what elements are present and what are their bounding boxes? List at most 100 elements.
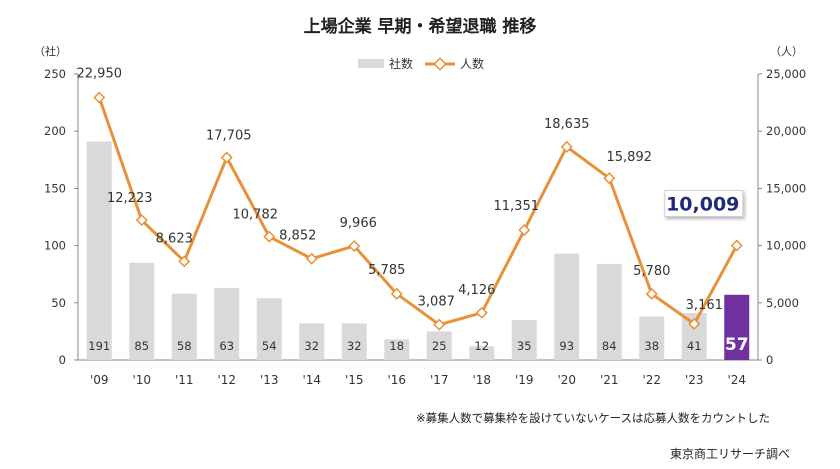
bar-value-label: 41 xyxy=(687,339,702,353)
legend-line-label: 人数 xyxy=(460,56,484,71)
line-marker xyxy=(603,172,616,185)
x-tick-label: '11 xyxy=(175,373,194,387)
line-marker xyxy=(730,239,743,252)
x-tick-label: '20 xyxy=(557,373,576,387)
bar-value-label: 84 xyxy=(602,339,617,353)
bar-value-label: 18 xyxy=(389,339,404,353)
bar-value-label: 58 xyxy=(177,339,192,353)
line-value-label: 4,126 xyxy=(458,283,495,298)
right-tick-label: 15,000 xyxy=(766,181,806,195)
x-tick-label: '15 xyxy=(345,373,364,387)
line-marker xyxy=(645,287,658,300)
bar xyxy=(724,294,750,360)
line-marker xyxy=(348,239,361,252)
line-marker xyxy=(178,255,191,268)
right-tick-label: 10,000 xyxy=(766,239,806,253)
bar-value-label: 57 xyxy=(725,335,749,355)
x-tick-label: '09 xyxy=(90,373,109,387)
bar-value-label: 32 xyxy=(304,339,319,353)
left-tick-label: 150 xyxy=(44,181,66,195)
line-value-label: 5,785 xyxy=(368,263,405,278)
line-marker xyxy=(305,252,318,265)
line-value-label: 8,852 xyxy=(279,229,316,244)
line-value-label: 22,950 xyxy=(77,66,123,81)
line-value-label: 15,892 xyxy=(607,150,653,165)
line-path xyxy=(97,96,739,327)
chart-title: 上場企業 早期・希望退職 推移 xyxy=(304,16,537,37)
right-axis-unit: （人） xyxy=(770,45,803,58)
bar xyxy=(384,339,410,360)
bar xyxy=(469,346,495,360)
bar xyxy=(554,253,580,360)
highlight-box xyxy=(664,189,744,217)
x-tick-label: '19 xyxy=(515,373,534,387)
bar-value-label: 54 xyxy=(262,339,277,353)
line-value-label: 3,087 xyxy=(418,295,455,310)
bar xyxy=(596,263,622,360)
line-value-label: 10,009 xyxy=(666,193,739,215)
bar xyxy=(299,323,325,360)
x-tick-label: '10 xyxy=(132,373,151,387)
left-tick-label: 50 xyxy=(51,296,66,310)
bar xyxy=(214,287,240,360)
line-value-label: 12,223 xyxy=(107,191,153,206)
bar-value-label: 12 xyxy=(474,339,489,353)
line-marker xyxy=(263,230,276,243)
line-marker xyxy=(390,287,403,300)
line-marker xyxy=(93,91,106,104)
line-value-label: 11,351 xyxy=(494,199,540,214)
right-axis: 0 5,000 10,000 15,000 20,000 25,000 xyxy=(757,67,806,367)
line-marker xyxy=(433,318,446,331)
x-tick-label: '21 xyxy=(600,373,619,387)
x-tick-label: '16 xyxy=(387,373,406,387)
line-value-label: 8,623 xyxy=(156,231,193,246)
left-axis-unit: （社） xyxy=(34,44,67,58)
left-tick-label: 250 xyxy=(44,67,66,81)
x-tick-label: '18 xyxy=(472,373,491,387)
legend-bar-label: 社数 xyxy=(389,56,413,71)
x-tick-label: '23 xyxy=(685,373,704,387)
left-tick-label: 0 xyxy=(59,353,66,367)
line-value-label: 5,780 xyxy=(633,264,670,279)
line-marker xyxy=(688,317,701,330)
bar-value-label: 35 xyxy=(517,339,532,353)
x-tick-label: '12 xyxy=(217,373,236,387)
bar-value-label: 25 xyxy=(432,339,447,353)
bar-value-label: 63 xyxy=(219,339,234,353)
line-value-label: 10,782 xyxy=(233,208,279,223)
right-tick-label: 0 xyxy=(766,353,773,367)
right-tick-label: 20,000 xyxy=(766,124,806,138)
legend: 社数 人数 xyxy=(358,56,484,71)
bar-value-label: 93 xyxy=(559,339,574,353)
line-value-label: 3,161 xyxy=(686,298,723,313)
legend-line-marker xyxy=(433,57,447,71)
x-axis: '09 '10 '11 '12 '13 '14 '15 '16 '17 '18 '19 '20 '21 '… xyxy=(90,373,746,387)
line-value-label: 18,635 xyxy=(544,117,590,132)
right-tick-label: 25,000 xyxy=(766,67,806,81)
x-tick-label: '13 xyxy=(260,373,279,387)
line-marker xyxy=(518,224,531,237)
footnote: ※募集人数で募集枠を設けていないケースは応募人数をカウントした xyxy=(416,411,770,425)
source-credit: 東京商工リサーチ調べ xyxy=(670,446,790,461)
x-tick-label: '24 xyxy=(727,373,746,387)
line-value-label: 17,705 xyxy=(206,128,252,143)
bar xyxy=(171,293,197,360)
bar xyxy=(86,141,112,360)
line-marker xyxy=(475,306,488,319)
x-tick-label: '14 xyxy=(302,373,321,387)
bar-value-label: 38 xyxy=(644,339,659,353)
line-value-label: 9,966 xyxy=(340,216,377,231)
bar xyxy=(639,316,665,360)
bar-value-label: 32 xyxy=(347,339,362,353)
bar xyxy=(511,319,537,360)
legend-bar-swatch xyxy=(358,59,384,68)
bar-value-label: 85 xyxy=(134,339,149,353)
line-marker xyxy=(560,140,573,153)
left-tick-label: 100 xyxy=(44,239,66,253)
bar-value-label: 191 xyxy=(88,339,110,353)
line-marker xyxy=(135,214,148,227)
bar xyxy=(256,298,282,360)
bar xyxy=(341,323,367,360)
x-tick-label: '22 xyxy=(642,373,661,387)
